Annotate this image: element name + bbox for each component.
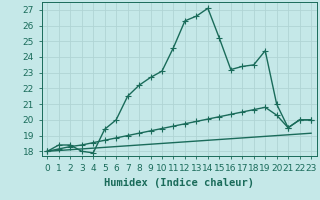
X-axis label: Humidex (Indice chaleur): Humidex (Indice chaleur)	[104, 178, 254, 188]
